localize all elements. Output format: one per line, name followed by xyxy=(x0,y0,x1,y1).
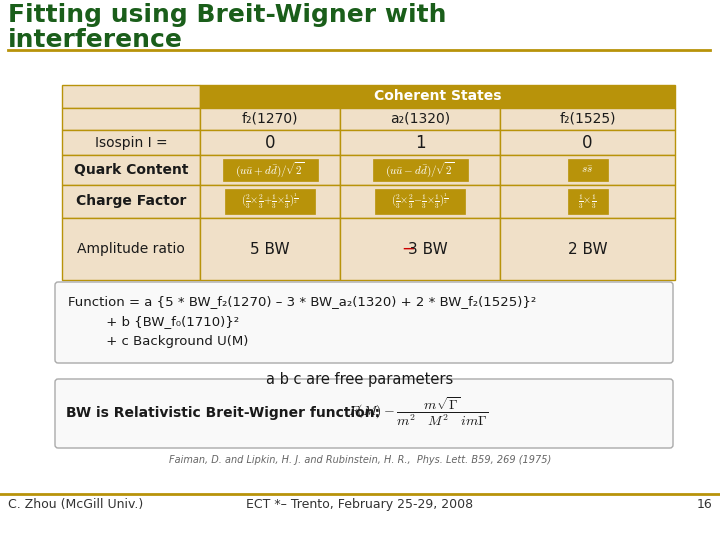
FancyBboxPatch shape xyxy=(55,379,673,448)
Text: Function = a {5 * BW_f₂(1270) – 3 * BW_a₂(1320) + 2 * BW_f₂(1525)}²: Function = a {5 * BW_f₂(1270) – 3 * BW_a… xyxy=(68,295,536,308)
Text: Faiman, D. and Lipkin, H. J. and Rubinstein, H. R.,  Phys. Lett. B59, 269 (1975): Faiman, D. and Lipkin, H. J. and Rubinst… xyxy=(169,455,551,465)
Text: 0: 0 xyxy=(265,133,275,152)
FancyBboxPatch shape xyxy=(55,282,673,363)
Text: $(u\bar{u}+d\bar{d})/\sqrt{2}$: $(u\bar{u}+d\bar{d})/\sqrt{2}$ xyxy=(235,160,305,179)
Bar xyxy=(62,155,200,185)
Bar xyxy=(200,155,340,185)
Text: 3 BW: 3 BW xyxy=(408,241,448,256)
Text: BW is Relativistic Breit-Wigner function:: BW is Relativistic Breit-Wigner function… xyxy=(66,407,380,421)
Bar xyxy=(200,185,340,218)
Bar xyxy=(225,189,315,214)
Text: f₂(1270): f₂(1270) xyxy=(242,112,298,126)
Text: Fitting using Breit-Wigner with: Fitting using Breit-Wigner with xyxy=(8,3,446,27)
Text: $s\bar{s}$: $s\bar{s}$ xyxy=(581,165,594,176)
Text: C. Zhou (McGill Univ.): C. Zhou (McGill Univ.) xyxy=(8,498,143,511)
Bar xyxy=(500,155,675,185)
Bar xyxy=(567,159,608,181)
Bar xyxy=(62,185,200,218)
Text: $(\frac{2}{3}{\times}\frac{2}{3}{-}\frac{1}{3}{\times}\frac{1}{3})^{\frac{1}{2}}: $(\frac{2}{3}{\times}\frac{2}{3}{-}\frac… xyxy=(392,192,449,211)
Text: + c Background U(M): + c Background U(M) xyxy=(68,335,248,348)
Bar xyxy=(62,108,200,130)
Text: 16: 16 xyxy=(696,498,712,511)
Text: 1: 1 xyxy=(415,133,426,152)
Text: −: − xyxy=(401,240,415,258)
Bar xyxy=(500,185,675,218)
Text: Charge Factor: Charge Factor xyxy=(76,194,186,208)
Text: Isospin I =: Isospin I = xyxy=(95,136,167,150)
Bar xyxy=(340,218,500,280)
Text: Coherent States: Coherent States xyxy=(374,90,501,104)
Text: 2 BW: 2 BW xyxy=(567,241,607,256)
Text: interference: interference xyxy=(8,28,183,52)
Text: Amplitude ratio: Amplitude ratio xyxy=(77,242,185,256)
Bar xyxy=(340,130,500,155)
Bar xyxy=(200,108,340,130)
Bar xyxy=(340,108,500,130)
Text: + b {BW_f₀(1710)}²: + b {BW_f₀(1710)}² xyxy=(68,315,239,328)
Bar xyxy=(340,155,500,185)
Bar xyxy=(62,130,200,155)
Text: ECT *– Trento, February 25-29, 2008: ECT *– Trento, February 25-29, 2008 xyxy=(246,498,474,511)
Bar xyxy=(62,218,200,280)
Bar xyxy=(200,130,340,155)
Text: f₂(1525): f₂(1525) xyxy=(559,112,616,126)
Text: $(\frac{2}{3}{\times}\frac{2}{3}{+}\frac{1}{3}{\times}\frac{1}{3})^{\frac{1}{2}}: $(\frac{2}{3}{\times}\frac{2}{3}{+}\frac… xyxy=(241,192,299,211)
Bar xyxy=(500,130,675,155)
Bar xyxy=(375,189,465,214)
Bar xyxy=(200,218,340,280)
Bar xyxy=(62,85,200,108)
Bar xyxy=(200,85,675,108)
Text: $(u\bar{u}-d\bar{d})/\sqrt{2}$: $(u\bar{u}-d\bar{d})/\sqrt{2}$ xyxy=(385,160,455,179)
Text: $\frac{1}{3}{\times}\frac{1}{3}$: $\frac{1}{3}{\times}\frac{1}{3}$ xyxy=(578,192,597,211)
Bar xyxy=(340,185,500,218)
Text: $F(M) - \dfrac{m\sqrt{\Gamma}}{m^2 \quad M^2 \quad im\Gamma}$: $F(M) - \dfrac{m\sqrt{\Gamma}}{m^2 \quad… xyxy=(348,395,488,428)
Text: 5 BW: 5 BW xyxy=(250,241,290,256)
Text: a₂(1320): a₂(1320) xyxy=(390,112,450,126)
Text: a b c are free parameters: a b c are free parameters xyxy=(266,372,454,387)
Bar xyxy=(222,159,318,181)
Text: Quark Content: Quark Content xyxy=(73,163,188,177)
Text: 0: 0 xyxy=(582,133,593,152)
Bar xyxy=(567,189,608,214)
Bar xyxy=(500,218,675,280)
Bar xyxy=(500,108,675,130)
Bar xyxy=(372,159,467,181)
